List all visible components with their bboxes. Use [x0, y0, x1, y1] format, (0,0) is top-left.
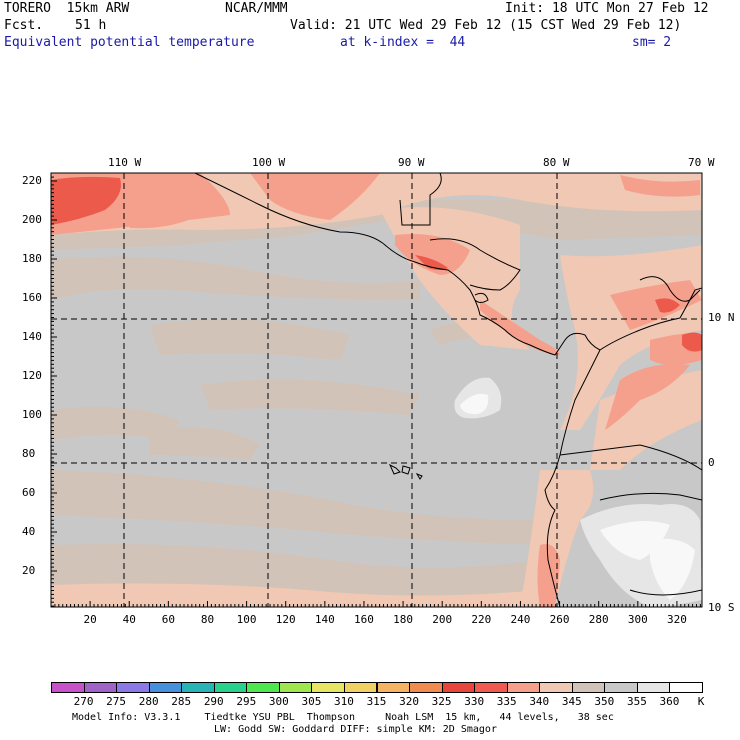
x-tick-label: 240: [510, 613, 531, 626]
model-physics: LW: Godd SW: Goddard DIFF: simple KM: 2D…: [214, 724, 497, 735]
lat-label-0: 0: [708, 456, 715, 469]
y-tick-label: 200: [22, 213, 42, 226]
x-tick-label: 20: [83, 613, 97, 626]
colorbar-swatch: [116, 682, 150, 693]
x-tick-label: 140: [314, 613, 335, 626]
lat-label-10s: 10 S: [708, 601, 735, 614]
valid-time: Valid: 21 UTC Wed 29 Feb 12 (15 CST Wed …: [290, 18, 682, 33]
colorbar-label: 275: [106, 695, 127, 708]
theta-e-330-band: [51, 176, 702, 352]
colorbar-label: 300: [268, 695, 289, 708]
colorbar-swatch: [343, 682, 378, 693]
colorbar-swatch: [181, 682, 215, 693]
colorbar-label: 320: [399, 695, 419, 708]
y-tick-label: 100: [22, 408, 42, 421]
x-tick-label: 40: [122, 613, 136, 626]
x-tick-label: 200: [432, 613, 453, 626]
colorbar-swatch: [474, 682, 508, 693]
colorbar-label: 345: [561, 695, 582, 708]
x-tick-label: 180: [393, 613, 414, 626]
colorbar-swatch: [246, 682, 280, 693]
y-tick-label: 220: [22, 174, 42, 187]
colorbar-swatch: [83, 682, 118, 693]
colorbar-swatch: [51, 682, 85, 693]
forecast-hours: 51 h: [75, 18, 107, 33]
theta-e-335-band: [51, 173, 702, 607]
x-tick-label: 120: [275, 613, 296, 626]
colorbar-label: 310: [334, 695, 354, 708]
colorbar-swatch: [376, 682, 411, 693]
y-tick-label: 40: [22, 525, 36, 538]
smoothing-info: sm= 2: [632, 35, 672, 50]
field-name: Equivalent potential temperature: [4, 35, 255, 50]
y-tick-label: 160: [22, 291, 42, 304]
lon-label-80w: 80 W: [543, 156, 570, 169]
x-tick-label: 260: [549, 613, 570, 626]
colorbar-label: 305: [301, 695, 322, 708]
y-tick-label: 80: [22, 447, 36, 460]
colorbar-label: 315: [366, 695, 387, 708]
lon-label-90w: 90 W: [398, 156, 425, 169]
colorbar-swatch: [669, 682, 703, 693]
y-tick-label: 20: [22, 564, 36, 577]
x-tick-label: 160: [354, 613, 374, 626]
colorbar-swatch: [604, 682, 638, 693]
colorbar-label: 360: [659, 695, 680, 708]
colorbar-label: 290: [203, 695, 224, 708]
colorbar-label: 330: [464, 695, 485, 708]
model-info: Model Info: V3.3.1 Tiedtke YSU PBL Thomp…: [72, 712, 614, 723]
level-info: at k-index = 44: [340, 35, 466, 50]
colorbar-swatch: [213, 682, 248, 693]
colorbar-swatch: [571, 682, 606, 693]
lat-label-10n: 10 N: [708, 311, 735, 324]
init-time: Init: 18 UTC Mon 27 Feb 12: [505, 1, 709, 16]
graticule: [51, 173, 702, 607]
x-tick-label: 320: [666, 613, 687, 626]
y-tick-label: 60: [22, 486, 36, 499]
colorbar-label: 340: [529, 695, 550, 708]
forecast-label: Fcst.: [4, 18, 44, 33]
colorbar-swatch: [278, 682, 313, 693]
coastlines: [194, 173, 702, 607]
colorbar-label: 280: [138, 695, 159, 708]
colorbar-swatch: [441, 682, 476, 693]
ocean-field: [51, 173, 702, 607]
x-tick-label: 280: [588, 613, 609, 626]
x-tick-label: 100: [236, 613, 257, 626]
theta-e-355-band: [454, 377, 702, 607]
x-tick-label: 220: [471, 613, 492, 626]
colorbar-swatch: [539, 682, 573, 693]
colorbar-label: 355: [626, 695, 647, 708]
lon-label-110w: 110 W: [108, 156, 142, 169]
x-tick-label: 300: [627, 613, 648, 626]
colorbar-label: 285: [171, 695, 192, 708]
colorbar-label: 335: [496, 695, 517, 708]
org-label: NCAR/MMM: [225, 1, 288, 16]
colorbar-label: 325: [431, 695, 452, 708]
theta-e-340-band: [51, 173, 702, 607]
y-tick-label: 140: [22, 330, 42, 343]
colorbar-swatch: [148, 682, 183, 693]
colorbar-swatch: [311, 682, 345, 693]
lon-label-70w: 70 W: [688, 156, 715, 169]
y-tick-label: 120: [22, 369, 42, 382]
theta-e-360-band: [460, 393, 695, 600]
colorbar-label: 270: [73, 695, 94, 708]
colorbar-label: 295: [236, 695, 257, 708]
lon-label-100w: 100 W: [252, 156, 286, 169]
theta-e-345-band: [51, 200, 702, 607]
colorbar-swatch: [409, 682, 443, 693]
map-frame: [50, 172, 703, 608]
y-tick-label: 180: [22, 252, 42, 265]
colorbar-label: 350: [594, 695, 615, 708]
x-tick-label: 60: [161, 613, 175, 626]
x-tick-label: 80: [200, 613, 215, 626]
colorbar-unit: K: [697, 695, 705, 708]
colorbar-swatch: [636, 682, 671, 693]
colorbar-swatch: [506, 682, 541, 693]
model-title: TORERO 15km ARW: [4, 1, 130, 16]
